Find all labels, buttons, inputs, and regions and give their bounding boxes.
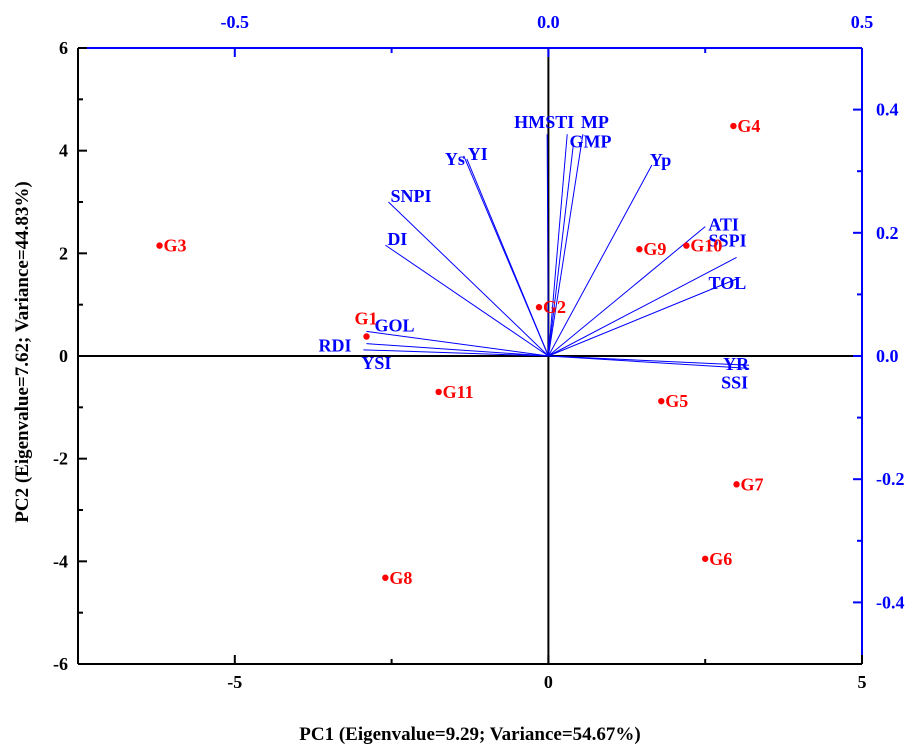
genotype-label-g8: G8	[389, 568, 412, 588]
axes-layer: -5 0 5 -6 -4 -2 0 2 4 6 -0.5 0.0 0.5 0.4 0.2 0.0 -0.2 -0.…	[53, 12, 905, 692]
top-tick-label: -0.5	[221, 12, 250, 32]
y-tick-label: 6	[59, 38, 68, 58]
genotype-label-g11: G11	[443, 382, 474, 402]
vector-label-di: DI	[387, 229, 407, 249]
vector-rdi	[366, 343, 549, 357]
y-tick-label: -6	[53, 654, 68, 674]
right-tick-label: 0.4	[876, 100, 899, 120]
vector-label-ysi: YSI	[361, 353, 391, 373]
vector-label-yp: Yp	[650, 150, 671, 170]
vector-label-snpi: SNPI	[390, 186, 431, 206]
vector-mp	[547, 134, 584, 357]
genotype-point-g9	[636, 246, 643, 253]
vector-hm	[546, 134, 549, 357]
vector-label-ys: Ys	[445, 149, 465, 169]
genotype-label-g10: G10	[690, 236, 722, 256]
genotype-label-g9: G9	[643, 239, 666, 259]
right-tick-label: -0.4	[876, 592, 905, 612]
genotype-point-g4	[730, 122, 737, 130]
vector-tol	[548, 278, 737, 357]
genotype-point-g10	[683, 242, 690, 249]
genotype-point-g6	[702, 555, 709, 562]
vector-label-ssi: SSI	[721, 372, 748, 392]
genotype-label-g4: G4	[737, 116, 760, 136]
vector-label-sspi: SSPI	[709, 230, 747, 250]
vector-label-yi: YI	[468, 144, 488, 164]
vector-sti	[547, 134, 568, 357]
y-tick-label: 2	[59, 243, 68, 263]
vector-label-mp: MP	[581, 112, 609, 132]
vector-sspi	[548, 256, 737, 357]
genotype-point-g1	[363, 333, 370, 340]
right-tick-label: 0.0	[876, 346, 899, 366]
y-tick-label: 4	[59, 141, 68, 161]
genotype-label-g5: G5	[665, 391, 688, 411]
y-tick-label: -4	[53, 551, 68, 571]
right-tick-label: -0.2	[876, 469, 905, 489]
genotype-point-g5	[658, 397, 665, 405]
vector-ysi	[363, 349, 549, 357]
genotype-point-g11	[435, 388, 442, 396]
vector-yp	[547, 164, 653, 357]
right-tick-label: 0.2	[876, 223, 899, 243]
vector-label-gmp: GMP	[569, 131, 611, 151]
vector-label-yr: YR	[723, 354, 750, 374]
x-tick-label: -5	[227, 672, 242, 692]
x-tick-label: 5	[858, 672, 867, 692]
genotype-label-g6: G6	[709, 549, 732, 569]
genotype-point-g2	[535, 304, 543, 311]
genotype-point-g7	[733, 481, 740, 488]
genotype-label-g1: G1	[355, 308, 378, 328]
vector-gol	[366, 330, 549, 357]
genotype-point-g3	[156, 242, 163, 249]
vector-yr	[548, 355, 750, 366]
vector-label-rdi: RDI	[319, 336, 352, 356]
y-axis-label: PC2 (Eigenvalue=7.62; Variance=44.83%)	[12, 181, 33, 522]
vector-yi	[463, 155, 549, 357]
x-tick-label: 0	[544, 672, 553, 692]
vector-label-sti: STI	[545, 112, 574, 132]
vector-label-hm: HM	[514, 112, 545, 132]
top-tick-label: 0.0	[537, 12, 560, 32]
genotype-label-g7: G7	[741, 474, 764, 494]
vector-ati	[548, 226, 706, 357]
top-tick-label: 0.5	[851, 12, 874, 32]
vector-di	[385, 244, 549, 357]
vector-gmp	[547, 143, 574, 357]
genotype-label-g3: G3	[164, 236, 187, 256]
vector-label-gol: GOL	[375, 315, 415, 335]
x-axis-label: PC1 (Eigenvalue=9.29; Variance=54.67%)	[299, 724, 640, 745]
vector-label-ati: ATI	[708, 215, 739, 235]
vector-label-tol: TOL	[709, 273, 747, 293]
genotypes-layer: G1 G2 G3 G4 G5 G6 G7 G8 G9 G10 G11	[156, 116, 764, 588]
vector-ssi	[548, 355, 750, 369]
y-tick-label: 0	[59, 346, 68, 366]
vector-snpi	[388, 201, 549, 357]
y-tick-label: -2	[53, 449, 68, 469]
genotype-label-g2: G2	[543, 297, 566, 317]
genotype-point-g8	[382, 574, 389, 581]
